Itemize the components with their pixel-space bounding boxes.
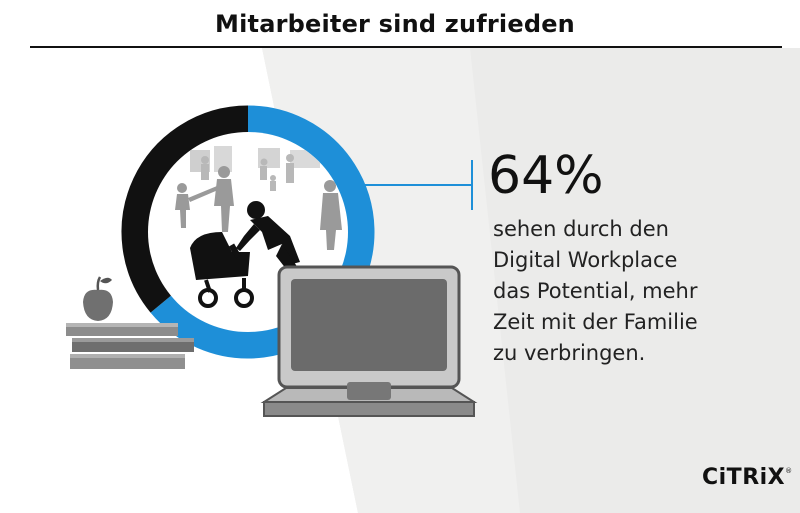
books-icon <box>66 323 194 369</box>
laptop-icon <box>260 265 478 417</box>
logo-registered-mark: ® <box>785 467 793 475</box>
percentage-value: 64% <box>488 146 604 206</box>
citrix-logo: CiTRiX® <box>702 465 793 490</box>
logo-text: CiTRiX <box>702 465 786 490</box>
page-title: Mitarbeiter sind zufrieden <box>215 10 575 38</box>
donut-slice-1 <box>121 105 249 313</box>
apple-icon <box>83 276 113 321</box>
title-underline <box>30 46 782 48</box>
percentage-description: sehen durch den Digital Workplace das Po… <box>493 217 698 365</box>
